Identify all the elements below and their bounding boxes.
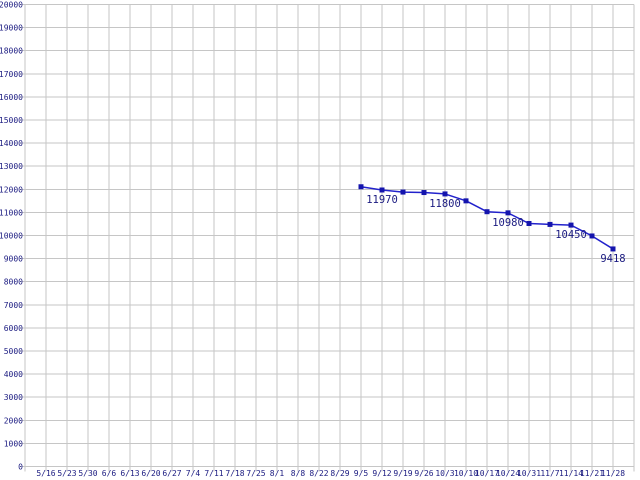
data-point-marker — [568, 222, 574, 228]
x-axis-label: 5/23 — [57, 469, 76, 478]
y-axis-label: 14000 — [0, 139, 23, 148]
x-axis-label: 10/31 — [517, 469, 541, 478]
x-axis-label: 11/28 — [601, 469, 625, 478]
x-axis-label: 7/11 — [204, 469, 223, 478]
x-axis-label: 7/4 — [186, 469, 201, 478]
y-axis-label: 3000 — [4, 393, 23, 402]
x-axis-label: 10/24 — [496, 469, 520, 478]
data-point-marker — [463, 198, 469, 204]
x-axis-label: 8/29 — [330, 469, 349, 478]
x-axis-label: 9/5 — [354, 469, 369, 478]
x-axis-label: 7/18 — [225, 469, 244, 478]
y-axis-label: 20000 — [0, 1, 23, 10]
x-axis-label: 8/1 — [270, 469, 285, 478]
x-axis-label: 5/16 — [36, 469, 55, 478]
x-axis-label: 10/10 — [454, 469, 478, 478]
data-point-marker — [526, 220, 532, 226]
x-axis-label: 6/6 — [102, 469, 117, 478]
data-point-label: 10450 — [555, 229, 587, 241]
data-point-marker — [358, 184, 364, 190]
x-axis-label: 5/30 — [78, 469, 97, 478]
data-point-marker — [484, 209, 490, 215]
x-axis-label: 8/8 — [291, 469, 306, 478]
data-point-marker — [547, 221, 553, 227]
y-axis-label: 5000 — [4, 347, 23, 356]
y-axis-label: 15000 — [0, 116, 23, 125]
y-axis-label: 11000 — [0, 208, 23, 217]
x-axis-label: 7/25 — [246, 469, 265, 478]
y-axis-label: 13000 — [0, 162, 23, 171]
x-axis-label: 6/27 — [162, 469, 181, 478]
y-axis-label: 18000 — [0, 47, 23, 56]
y-axis-label: 6000 — [4, 324, 23, 333]
y-axis-label: 4000 — [4, 370, 23, 379]
x-axis-label: 9/19 — [393, 469, 412, 478]
x-axis-label: 9/26 — [414, 469, 433, 478]
x-axis-label: 6/20 — [141, 469, 160, 478]
data-point-marker — [610, 246, 616, 252]
data-point-marker — [421, 190, 427, 196]
y-axis-label: 12000 — [0, 185, 23, 194]
x-axis-label: 10/17 — [475, 469, 499, 478]
y-axis-label: 7000 — [4, 301, 23, 310]
y-axis-label: 17000 — [0, 70, 23, 79]
data-point-marker — [400, 189, 406, 195]
y-axis-label: 0 — [18, 463, 23, 472]
x-axis-label: 8/22 — [309, 469, 328, 478]
data-point-marker — [379, 187, 385, 193]
x-axis-label: 9/12 — [372, 469, 391, 478]
data-point-marker — [505, 210, 511, 216]
y-axis-label: 8000 — [4, 278, 23, 287]
x-axis-label: 11/21 — [580, 469, 604, 478]
x-axis-label: 10/3 — [435, 469, 454, 478]
data-point-label: 11800 — [429, 198, 461, 210]
data-point-label: 11970 — [366, 194, 398, 206]
y-axis-label: 1000 — [4, 439, 23, 448]
y-axis-label: 2000 — [4, 416, 23, 425]
x-axis-label: 11/14 — [559, 469, 583, 478]
data-point-label: 10980 — [492, 217, 524, 229]
y-axis-label: 10000 — [0, 232, 23, 241]
x-axis-label: 6/13 — [120, 469, 139, 478]
x-axis-label: 11/7 — [540, 469, 559, 478]
data-point-marker — [589, 233, 595, 239]
data-point-label: 9418 — [600, 253, 625, 265]
y-axis-label: 16000 — [0, 93, 23, 102]
data-point-marker — [442, 191, 448, 197]
y-axis-label: 9000 — [4, 255, 23, 264]
y-axis-label: 19000 — [0, 24, 23, 33]
